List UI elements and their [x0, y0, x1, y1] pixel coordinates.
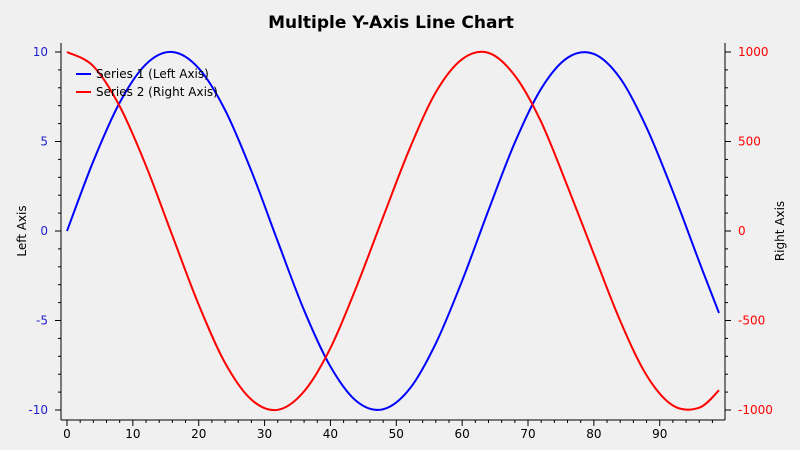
x-tick-label: 10: [125, 427, 140, 441]
x-tick-label: 70: [520, 427, 535, 441]
legend-label-2: Series 2 (Right Axis): [96, 85, 218, 99]
plot-area: [61, 43, 725, 420]
x-tick-label: 80: [586, 427, 601, 441]
legend: Series 1 (Left Axis) Series 2 (Right Axis…: [76, 67, 218, 99]
right-axis-title: Right Axis: [773, 201, 787, 261]
x-tick-label: 30: [257, 427, 272, 441]
left-tick-label: 5: [40, 135, 48, 149]
legend-label-1: Series 1 (Left Axis): [96, 67, 209, 81]
right-tick-label: 0: [738, 224, 746, 238]
x-tick-label: 0: [63, 427, 71, 441]
left-axis-title: Left Axis: [15, 205, 29, 256]
x-tick-label: 90: [652, 427, 667, 441]
series-line-2: [66, 50, 720, 412]
left-tick-label: 10: [33, 45, 48, 59]
left-tick-label: -5: [36, 314, 48, 328]
series-line-1: [66, 50, 720, 411]
x-tick-label: 20: [191, 427, 206, 441]
right-tick-label: 500: [738, 135, 761, 149]
left-tick-label: -10: [28, 403, 48, 417]
right-tick-label: 1000: [738, 45, 769, 59]
x-tick-label: 50: [389, 427, 404, 441]
plot-background: [61, 43, 725, 420]
axes: 0 10 20 30 40 50 60 70 80 901050-5-1010005000-500…: [28, 43, 773, 441]
left-tick-label: 0: [40, 224, 48, 238]
x-tick-label: 60: [455, 427, 470, 441]
x-tick-label: 40: [323, 427, 338, 441]
right-tick-label: -1000: [738, 403, 773, 417]
right-tick-label: -500: [738, 314, 765, 328]
chart-title: Multiple Y-Axis Line Chart: [268, 13, 514, 33]
